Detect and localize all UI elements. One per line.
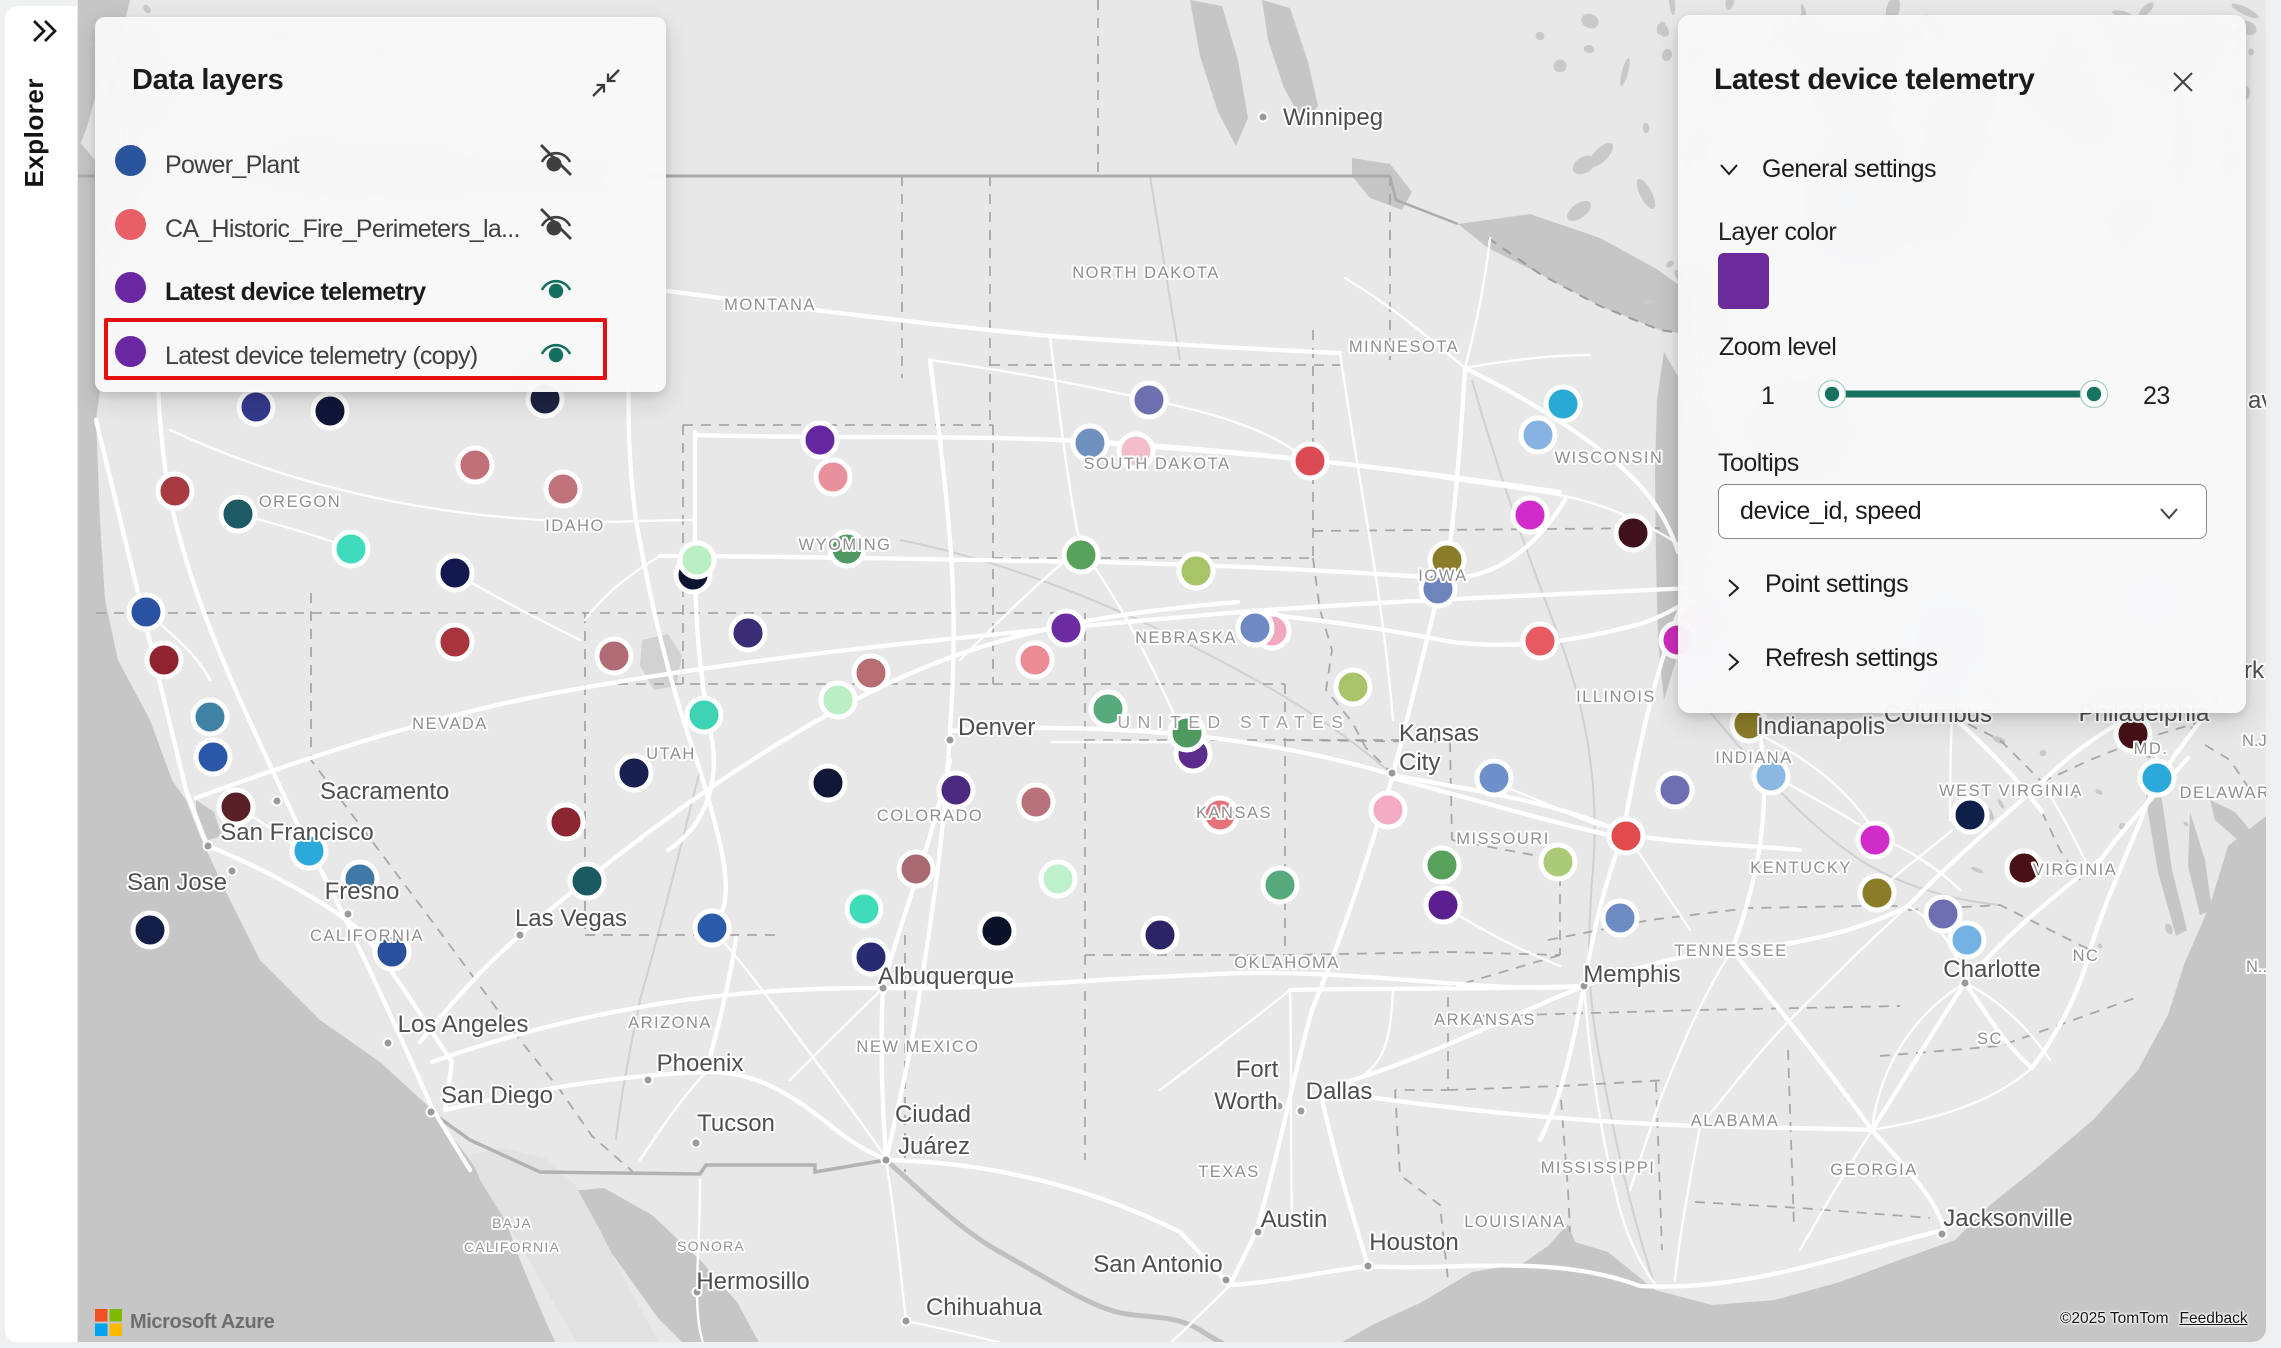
svg-text:MD.: MD.	[2134, 740, 2169, 758]
svg-text:CALIFORNIA: CALIFORNIA	[464, 1239, 560, 1255]
svg-text:IOWA: IOWA	[1418, 567, 1467, 585]
svg-text:MISSOURI: MISSOURI	[1456, 830, 1550, 848]
svg-text:VIRGINIA: VIRGINIA	[2033, 861, 2117, 879]
svg-text:CALIFORNIA: CALIFORNIA	[310, 927, 424, 945]
svg-text:ARKANSAS: ARKANSAS	[1434, 1011, 1536, 1029]
svg-text:ARIZONA: ARIZONA	[628, 1014, 712, 1032]
svg-text:Juárez: Juárez	[898, 1133, 970, 1160]
svg-text:Ciudad: Ciudad	[895, 1101, 971, 1128]
svg-text:Kansas: Kansas	[1399, 720, 1479, 747]
svg-text:Phoenix: Phoenix	[657, 1050, 744, 1077]
svg-text:Indianapolis: Indianapolis	[1757, 713, 1885, 740]
svg-text:Worth: Worth	[1214, 1088, 1278, 1115]
svg-text:OKLAHOMA: OKLAHOMA	[1234, 954, 1340, 972]
svg-text:GEORGIA: GEORGIA	[1830, 1161, 1918, 1179]
svg-text:Sacramento: Sacramento	[320, 778, 449, 805]
svg-text:TENNESSEE: TENNESSEE	[1674, 942, 1787, 960]
svg-text:SONORA: SONORA	[677, 1238, 745, 1254]
svg-text:NEW MEXICO: NEW MEXICO	[856, 1038, 979, 1056]
svg-text:av: av	[2248, 387, 2266, 414]
svg-text:WYOMING: WYOMING	[799, 536, 892, 554]
svg-text:SC: SC	[1977, 1030, 2003, 1048]
svg-text:WISCONSIN: WISCONSIN	[1555, 449, 1664, 467]
svg-text:MISSISSIPPI: MISSISSIPPI	[1541, 1159, 1656, 1177]
svg-text:Las Vegas: Las Vegas	[515, 905, 627, 932]
svg-text:Fresno: Fresno	[325, 878, 400, 905]
svg-text:Los Angeles: Los Angeles	[398, 1011, 529, 1038]
svg-text:SOUTH DAKOTA: SOUTH DAKOTA	[1084, 455, 1231, 473]
svg-text:KENTUCKY: KENTUCKY	[1750, 859, 1852, 877]
svg-text:DELAWAR: DELAWAR	[2180, 784, 2266, 802]
svg-text:INDIANA: INDIANA	[1715, 749, 1792, 767]
svg-text:N..: N..	[2246, 958, 2266, 976]
svg-text:UTAH: UTAH	[646, 745, 696, 763]
svg-text:Dallas: Dallas	[1306, 1078, 1373, 1105]
svg-text:Winnipeg: Winnipeg	[1283, 104, 1383, 131]
svg-text:TEXAS: TEXAS	[1198, 1163, 1260, 1181]
svg-text:BAJA: BAJA	[492, 1215, 532, 1231]
svg-text:San Diego: San Diego	[441, 1082, 553, 1109]
svg-text:Charlotte: Charlotte	[1943, 956, 2040, 983]
svg-text:Houston: Houston	[1369, 1229, 1458, 1256]
svg-text:IDAHO: IDAHO	[545, 517, 605, 535]
svg-text:UNITED STATES: UNITED STATES	[1118, 712, 1351, 732]
svg-text:Austin: Austin	[1261, 1206, 1328, 1233]
svg-text:Tucson: Tucson	[697, 1110, 775, 1137]
svg-text:NEVADA: NEVADA	[412, 715, 488, 733]
svg-text:Denver: Denver	[958, 714, 1035, 741]
svg-text:San Antonio: San Antonio	[1093, 1251, 1222, 1278]
svg-text:rk: rk	[2244, 657, 2265, 684]
svg-text:KANSAS: KANSAS	[1196, 804, 1272, 822]
svg-text:Hermosillo: Hermosillo	[696, 1268, 809, 1295]
svg-text:Fort: Fort	[1236, 1056, 1279, 1083]
svg-text:Memphis: Memphis	[1583, 961, 1680, 988]
svg-text:ILLINOIS: ILLINOIS	[1576, 688, 1656, 706]
svg-text:NORTH DAKOTA: NORTH DAKOTA	[1072, 264, 1220, 282]
svg-text:Albuquerque: Albuquerque	[878, 963, 1014, 990]
svg-text:ALABAMA: ALABAMA	[1691, 1112, 1779, 1130]
svg-text:NEBRASKA: NEBRASKA	[1135, 629, 1237, 647]
svg-text:Chihuahua: Chihuahua	[926, 1294, 1043, 1321]
svg-text:San Jose: San Jose	[127, 869, 227, 896]
svg-text:Jacksonville: Jacksonville	[1943, 1205, 2072, 1232]
svg-text:MONTANA: MONTANA	[724, 296, 816, 314]
svg-text:City: City	[1399, 749, 1440, 776]
svg-text:MINNESOTA: MINNESOTA	[1349, 338, 1459, 356]
svg-text:NC: NC	[2073, 947, 2100, 965]
svg-text:San Francisco: San Francisco	[220, 819, 373, 846]
svg-text:OREGON: OREGON	[259, 493, 341, 511]
svg-text:WEST VIRGINIA: WEST VIRGINIA	[1939, 782, 2083, 800]
svg-text:N.J: N.J	[2242, 732, 2266, 750]
svg-text:COLORADO: COLORADO	[877, 807, 983, 825]
svg-text:LOUISIANA: LOUISIANA	[1464, 1213, 1566, 1231]
